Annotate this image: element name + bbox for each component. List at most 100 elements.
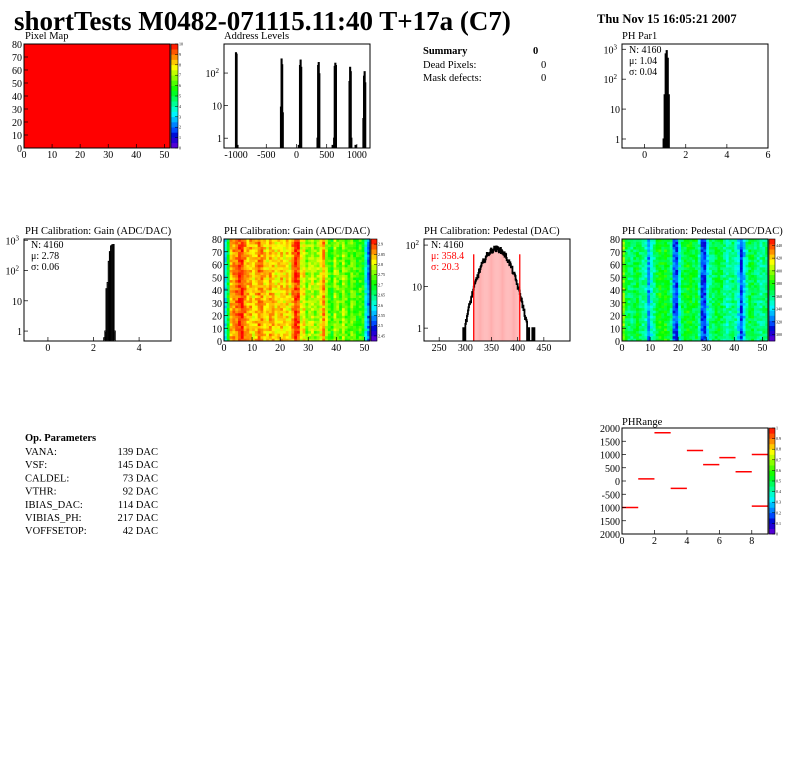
heatmap-cell xyxy=(288,292,292,296)
heatmap-cell xyxy=(361,295,365,298)
heatmap-cell xyxy=(680,279,685,283)
heatmap-cell xyxy=(762,330,766,334)
heatmap-cell xyxy=(711,335,715,339)
heatmap-cell xyxy=(762,295,766,298)
heatmap-cell xyxy=(675,307,679,311)
heatmap-cell xyxy=(622,287,626,291)
heatmap-cell xyxy=(367,284,370,288)
heatmap-cell xyxy=(697,272,701,275)
heatmap-cell xyxy=(274,320,278,324)
heatmap-cell xyxy=(711,302,715,306)
heatmap-cell xyxy=(254,335,258,339)
heatmap-cell xyxy=(734,310,738,314)
heatmap-cell xyxy=(226,330,230,334)
heatmap-cell xyxy=(229,292,233,296)
heatmap-cell xyxy=(229,274,233,278)
heatmap-cell xyxy=(697,330,701,334)
heatmap-cell xyxy=(697,335,701,339)
heatmap-cell xyxy=(655,310,659,314)
heatmap-cell xyxy=(714,338,718,341)
heatmap-cell xyxy=(669,274,673,278)
heatmap-cell xyxy=(680,323,685,326)
heatmap-cell xyxy=(350,312,354,316)
heatmap-cell xyxy=(353,256,357,260)
heatmap-cell xyxy=(308,249,312,253)
heatmap-cell xyxy=(308,290,312,293)
heatmap-cell xyxy=(260,256,264,260)
heatmap-cell xyxy=(695,315,699,319)
heatmap-cell xyxy=(675,239,679,242)
heatmap-cell xyxy=(647,290,651,293)
heatmap-cell xyxy=(232,325,236,329)
heatmap-cell xyxy=(243,269,247,273)
heatmap-cell xyxy=(650,284,654,288)
heatmap-cell xyxy=(299,305,303,309)
heatmap-cell xyxy=(762,323,766,326)
heatmap-cell xyxy=(731,325,735,329)
heatmap-cell xyxy=(285,287,289,291)
heatmap-cell xyxy=(341,330,346,334)
heatmap-cell xyxy=(728,290,732,293)
gain-map-title: PH Calibration: Gain (ADC/DAC) xyxy=(224,226,371,237)
heatmap-cell xyxy=(322,310,326,314)
heatmap-cell xyxy=(263,300,267,304)
heatmap-cell xyxy=(636,246,640,250)
heatmap-cell xyxy=(627,246,631,250)
heatmap-cell xyxy=(633,284,637,288)
heatmap-cell xyxy=(246,323,250,326)
heatmap-cell xyxy=(347,302,351,306)
heatmap-cell xyxy=(330,254,334,258)
heatmap-cell xyxy=(666,277,671,281)
heatmap-cell xyxy=(235,287,239,291)
heatmap-cell xyxy=(644,279,648,283)
heatmap-cell xyxy=(313,325,317,329)
heatmap-cell xyxy=(717,325,721,329)
heatmap-cell xyxy=(714,333,718,337)
colorbar-swatch xyxy=(371,269,377,275)
heatmap-cell xyxy=(249,267,253,270)
heatmap-cell xyxy=(742,315,746,319)
heatmap-cell xyxy=(714,246,718,250)
heatmap-cell xyxy=(683,282,687,286)
heatmap-cell xyxy=(723,239,727,242)
heatmap-cell xyxy=(700,287,704,291)
heatmap-cell xyxy=(745,320,749,324)
heatmap-cell xyxy=(235,320,239,324)
heatmap-cell xyxy=(647,300,651,304)
heatmap-cell xyxy=(720,274,724,278)
heatmap-cell xyxy=(695,307,699,311)
heatmap-cell xyxy=(650,310,654,314)
heatmap-cell xyxy=(266,292,270,296)
heatmap-cell xyxy=(336,256,340,260)
y-tick-label: 500 xyxy=(605,464,620,475)
heatmap-cell xyxy=(709,318,713,321)
heatmap-cell xyxy=(243,282,247,286)
heatmap-cell xyxy=(658,338,662,341)
heatmap-cell xyxy=(361,310,365,314)
heatmap-cell xyxy=(630,328,634,332)
heatmap-cell xyxy=(311,282,315,286)
heatmap-cell xyxy=(703,325,707,329)
heatmap-cell xyxy=(638,318,642,321)
heatmap-cell xyxy=(655,290,659,293)
heatmap-cell xyxy=(630,246,634,250)
heatmap-cell xyxy=(313,279,317,283)
heatmap-cell xyxy=(709,295,713,298)
heatmap-cell xyxy=(737,333,741,337)
heatmap-cell xyxy=(683,246,687,250)
heatmap-cell xyxy=(325,256,329,260)
heatmap-cell xyxy=(630,259,634,263)
heatmap-cell xyxy=(748,315,752,319)
heatmap-cell xyxy=(319,328,323,332)
heatmap-cell xyxy=(229,264,233,268)
heatmap-cell xyxy=(333,333,337,337)
heatmap-cell xyxy=(297,254,301,258)
heatmap-cell xyxy=(725,277,729,281)
heatmap-cell xyxy=(327,267,331,270)
heatmap-cell xyxy=(254,338,258,341)
heatmap-cell xyxy=(355,292,360,296)
heatmap-cell xyxy=(686,264,690,268)
heatmap-cell xyxy=(325,284,329,288)
heatmap-cell xyxy=(252,249,256,253)
heatmap-cell xyxy=(355,287,360,291)
